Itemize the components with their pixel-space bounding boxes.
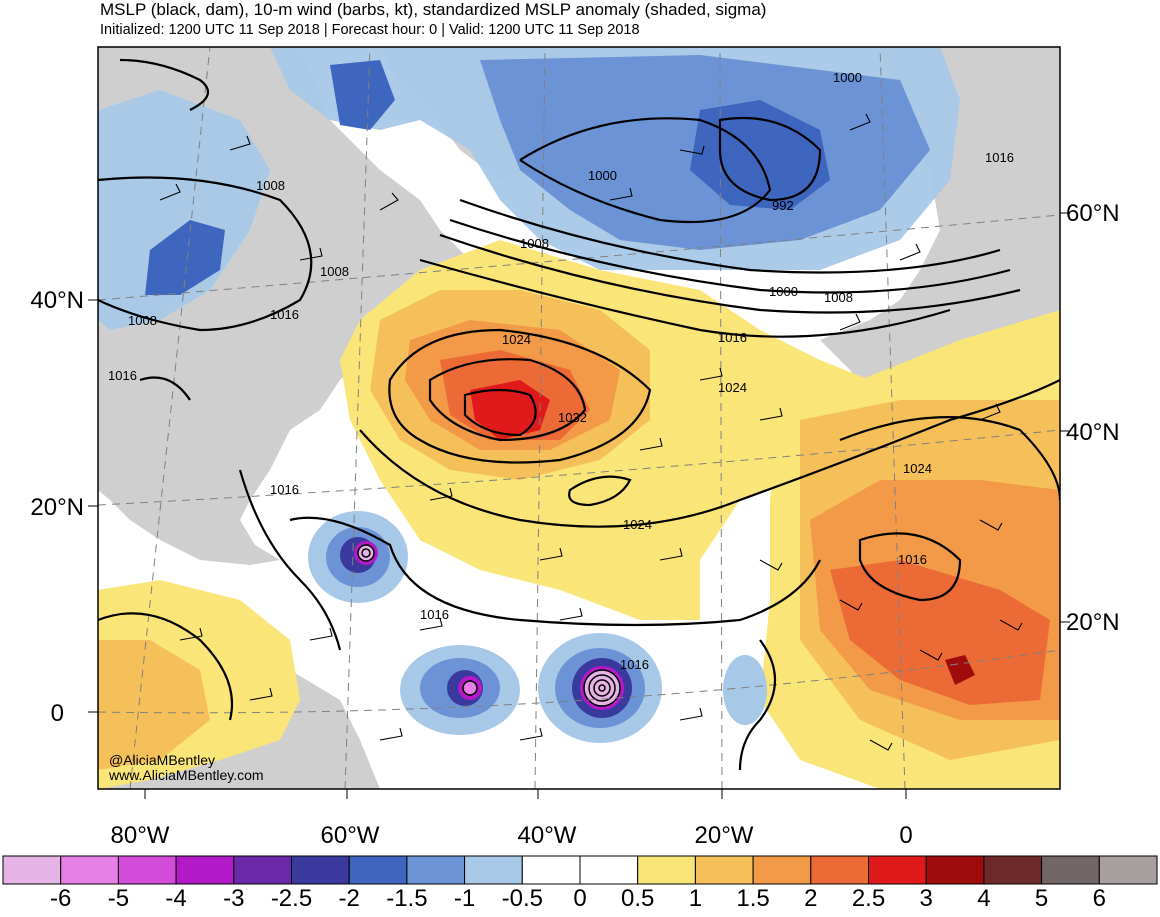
- colorbar-label: -0.5: [502, 885, 543, 912]
- watermark-url: www.AliciaMBentley.com: [108, 767, 264, 783]
- lat-label-right: 20°N: [1066, 609, 1120, 636]
- anomaly-blue-iceland-core: [690, 100, 830, 210]
- contour-label: 1008: [520, 236, 549, 251]
- colorbar-swatch: [117, 855, 177, 885]
- colorbar-label: 4: [977, 885, 990, 912]
- colorbar-label: 1.5: [736, 885, 769, 912]
- contour-label: 1000: [833, 70, 862, 85]
- contour-label: 1000: [588, 168, 617, 183]
- colorbar-swatch: [1041, 855, 1100, 885]
- colorbar-swatch: [925, 855, 985, 885]
- colorbar-swatch: [175, 855, 235, 885]
- contour-label: 1024: [623, 517, 652, 532]
- colorbar-swatch: [233, 855, 293, 885]
- colorbar: -6 -5 -4 -3 -2.5 -2 -1.5 -1 -0.5 0 0.5 1 1.5 2 2.5 3 4 5 6: [2, 855, 1158, 912]
- colorbar-swatch: [521, 855, 581, 885]
- contour-label: 1016: [270, 482, 299, 497]
- left-axis: [88, 299, 98, 713]
- colorbar-label: 0: [573, 885, 586, 912]
- colorbar-swatch: [752, 855, 812, 885]
- colorbar-label: 1: [689, 885, 702, 912]
- anomaly-blue-labrador-core: [145, 220, 225, 295]
- contour-label: 1024: [502, 332, 531, 347]
- colorbar-swatch: [406, 855, 466, 885]
- colorbar-label: -2.5: [271, 885, 312, 912]
- chart-subtitle: Initialized: 1200 UTC 11 Sep 2018 | Fore…: [100, 22, 640, 38]
- contour-label: 1008: [320, 264, 349, 279]
- contour-label: 1016: [985, 150, 1014, 165]
- colorbar-swatch: [1098, 855, 1158, 885]
- anomaly-orange-southwest: [98, 640, 210, 770]
- colorbar-swatch: [694, 855, 754, 885]
- anomaly-blue-labrador: [98, 90, 270, 330]
- colorbar-swatch: [579, 855, 639, 885]
- contour-label: 1024: [718, 380, 747, 395]
- contour-label: 1008: [128, 313, 157, 328]
- contour-label: 1000: [769, 284, 798, 299]
- colorbar-swatch: [464, 855, 523, 885]
- colorbar-swatch: [291, 855, 350, 885]
- colorbar-swatch: [60, 855, 119, 885]
- wind-barbs: [159, 113, 1023, 751]
- contour-label: 1032: [558, 410, 587, 425]
- contour-labels: 1000 1000 992 1016 1008 1008 1008 1008 1…: [108, 70, 1014, 672]
- colorbar-swatch: [637, 855, 696, 885]
- lon-label: 20°W: [695, 822, 754, 849]
- contour-label: 1008: [256, 178, 285, 193]
- colorbar-label: -5: [108, 885, 129, 912]
- hurricane-helene: [538, 633, 662, 743]
- lat-label-left: 40°N: [30, 287, 84, 314]
- lon-label: 40°W: [518, 822, 577, 849]
- colorbar-label: 3: [920, 885, 933, 912]
- contour-label: 1016: [898, 552, 927, 567]
- colorbar-label: 0.5: [621, 885, 654, 912]
- contour-label: 1016: [620, 657, 649, 672]
- colorbar-label: 5: [1035, 885, 1048, 912]
- isobars: [98, 58, 1060, 771]
- contour-label: 1008: [824, 290, 853, 305]
- contour-label: 1016: [420, 607, 449, 622]
- bottom-axis: [144, 789, 907, 799]
- contour-label: 992: [772, 198, 794, 213]
- anomaly-blue-west-africa: [723, 655, 767, 725]
- anomaly-blue-baffin-core: [330, 60, 395, 130]
- watermark-handle: @AliciaMBentley: [109, 752, 215, 768]
- lon-label: 60°W: [321, 822, 380, 849]
- contour-label: 1024: [903, 461, 932, 476]
- colorbar-label: 2: [804, 885, 817, 912]
- map-frame: [97, 46, 1061, 790]
- colorbar-swatch: [2, 855, 62, 885]
- colorbar-label: -1: [454, 885, 475, 912]
- colorbar-swatch: [810, 855, 869, 885]
- colorbar-label: -4: [165, 885, 186, 912]
- contour-label: 1016: [108, 368, 137, 383]
- colorbar-label: -6: [50, 885, 71, 912]
- chart-title: MSLP (black, dam), 10-m wind (barbs, kt)…: [100, 0, 767, 19]
- colorbar-label: -3: [223, 885, 244, 912]
- lat-label-left: 20°N: [30, 494, 84, 521]
- lat-label-right: 40°N: [1066, 419, 1120, 446]
- colorbar-swatch: [868, 855, 927, 885]
- contour-label: 1016: [270, 307, 299, 322]
- colorbar-label: -1.5: [386, 885, 427, 912]
- anomaly-red-east: [830, 560, 1050, 705]
- graticule: [98, 47, 1060, 789]
- right-axis: [1060, 212, 1070, 623]
- lat-label-left: 0: [51, 700, 64, 727]
- lon-label: 80°W: [111, 822, 170, 849]
- hurricane-florence: [308, 511, 408, 603]
- colorbar-swatch: [983, 855, 1043, 885]
- lat-label-right: 60°N: [1066, 200, 1120, 227]
- hurricane-isaac: [400, 645, 520, 735]
- colorbar-swatch: [348, 855, 408, 885]
- colorbar-label: -2: [339, 885, 360, 912]
- contour-label: 1016: [718, 330, 747, 345]
- colorbar-label: 6: [1093, 885, 1106, 912]
- colorbar-label: 2.5: [852, 885, 885, 912]
- map-panel: 1000 1000 992 1016 1008 1008 1008 1008 1…: [98, 47, 1060, 789]
- lon-label: 0: [899, 822, 912, 849]
